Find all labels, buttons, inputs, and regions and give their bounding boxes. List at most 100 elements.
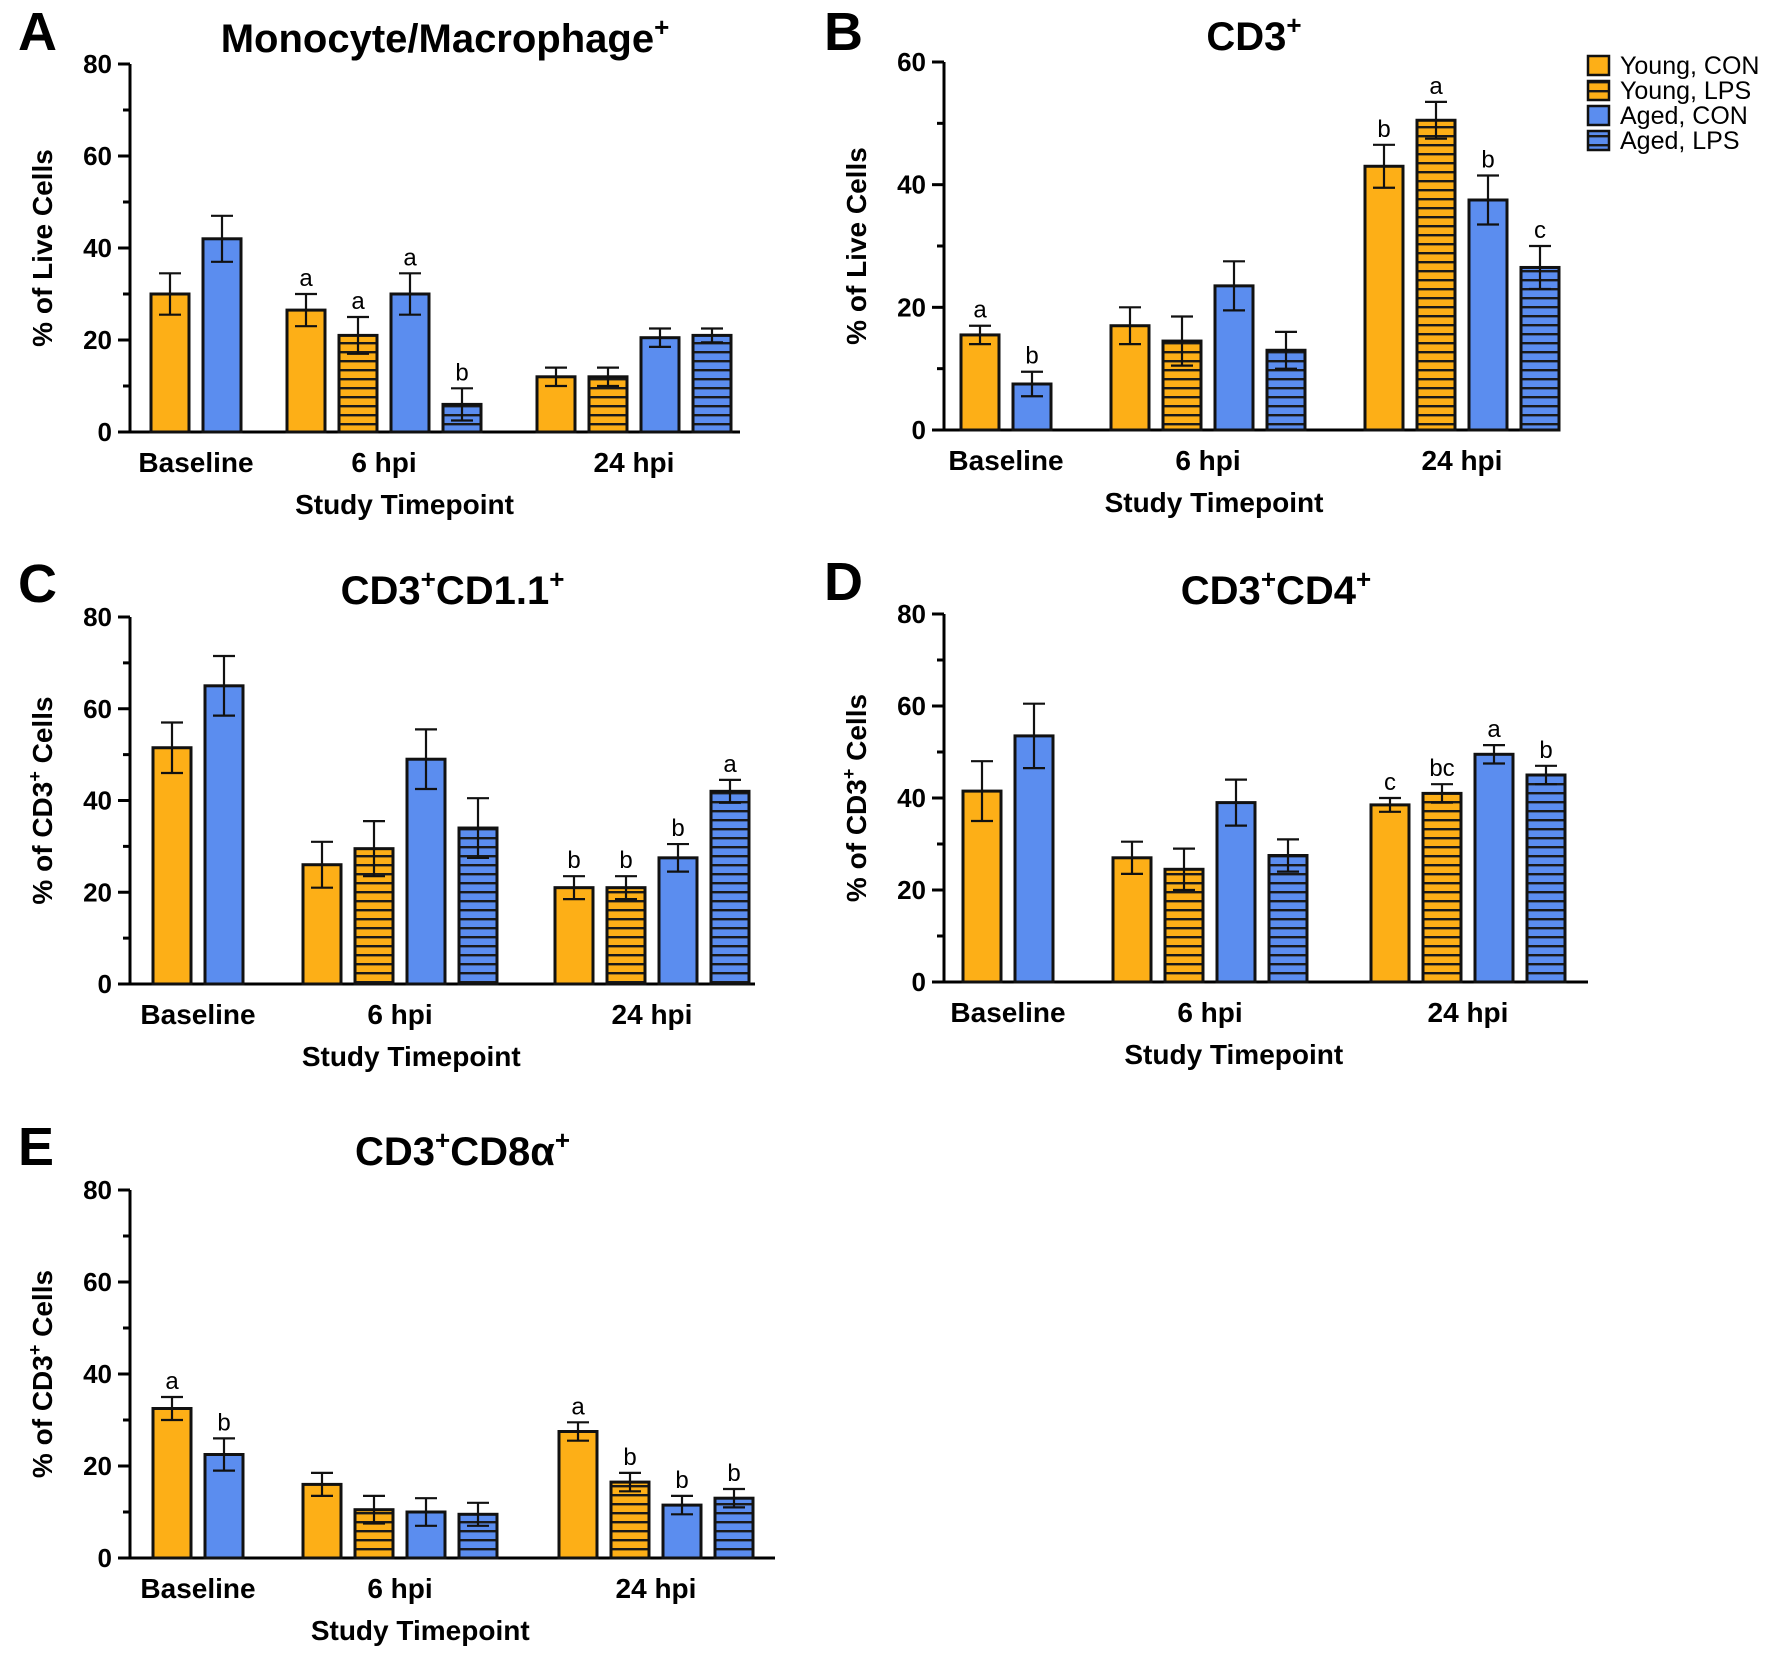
y-tick-label: 60 xyxy=(897,47,926,77)
y-tick-label: 40 xyxy=(897,170,926,200)
x-axis-label: Study Timepoint xyxy=(302,1041,521,1072)
legend-item-young-con: Young, CON xyxy=(1586,52,1759,80)
significance-letter: c xyxy=(1384,769,1396,796)
y-tick-label: 40 xyxy=(83,233,112,263)
significance-letter: b xyxy=(1377,116,1390,143)
significance-letter: b xyxy=(1025,343,1038,370)
significance-letter: b xyxy=(1539,737,1552,764)
y-tick-label: 80 xyxy=(83,602,112,632)
y-tick-label: 0 xyxy=(912,415,926,445)
y-tick-label: 0 xyxy=(98,417,112,447)
y-tick-label: 40 xyxy=(83,1359,112,1389)
legend-label: Aged, LPS xyxy=(1620,127,1740,155)
significance-letter: b xyxy=(455,359,468,386)
x-category-label-6-hpi: 6 hpi xyxy=(367,1573,432,1604)
panel-letter: E xyxy=(18,1117,54,1177)
panel-b: B CD3+ 0 20 40 60 % of Live Cells Study Timepoi… xyxy=(824,2,1561,518)
x-category-label-6-hpi: 6 hpi xyxy=(351,447,416,478)
legend-label: Young, LPS xyxy=(1620,77,1751,105)
significance-letter: a xyxy=(973,297,987,324)
panel-letter: D xyxy=(824,552,863,612)
bar-aged-lps-24-hpi xyxy=(691,333,733,434)
x-category-label-24-hpi: 24 hpi xyxy=(594,447,675,478)
x-category-label-baseline: Baseline xyxy=(950,997,1065,1028)
y-tick-label: 80 xyxy=(83,1175,112,1205)
significance-letter: a xyxy=(723,751,737,778)
panel-letter: C xyxy=(18,554,57,614)
y-tick-label: 0 xyxy=(98,1543,112,1573)
significance-letter: a xyxy=(351,288,365,315)
y-axis-label: % of Live Cells xyxy=(27,149,58,347)
significance-letter: b xyxy=(671,815,684,842)
significance-letter: a xyxy=(1429,73,1443,100)
y-tick-label: 60 xyxy=(897,691,926,721)
bar-young-lps-24-hpi xyxy=(1415,118,1457,432)
significance-letter: b xyxy=(1481,146,1494,173)
x-axis-label: Study Timepoint xyxy=(1124,1039,1343,1070)
y-tick-label: 60 xyxy=(83,141,112,171)
significance-letter: b xyxy=(217,1409,230,1436)
bar-aged-lps-24-hpi xyxy=(713,1496,755,1560)
x-category-label-6-hpi: 6 hpi xyxy=(367,999,432,1030)
y-tick-label: 20 xyxy=(83,325,112,355)
panel-d: D CD3+CD4+ 0 20 40 60 80 % of CD3+ Cells Study T… xyxy=(824,552,1588,1070)
x-category-label-baseline: Baseline xyxy=(948,445,1063,476)
bar-aged-lps-24-hpi xyxy=(1525,773,1567,984)
bar-young-lps-24-hpi xyxy=(1421,791,1463,984)
y-axis-label: % of Live Cells xyxy=(841,147,872,345)
x-category-label-24-hpi: 24 hpi xyxy=(1428,997,1509,1028)
bar-aged-con-6-hpi xyxy=(389,292,431,434)
bar-aged-con-6-hpi xyxy=(405,757,447,986)
bar-aged-lps-24-hpi xyxy=(709,789,751,986)
y-tick-label: 0 xyxy=(912,967,926,997)
bar-young-con-24-hpi xyxy=(553,886,595,986)
legend-label: Young, CON xyxy=(1620,52,1759,80)
significance-letter: a xyxy=(165,1368,179,1395)
bar-young-con-baseline xyxy=(961,789,1003,984)
significance-letter: a xyxy=(299,265,313,292)
bar-aged-con-24-hpi xyxy=(1467,198,1509,432)
legend-item-young-lps: Young, LPS xyxy=(1586,77,1751,105)
bar-young-con-baseline xyxy=(959,333,1001,432)
significance-letter: c xyxy=(1534,217,1546,244)
significance-letter: b xyxy=(567,847,580,874)
bar-aged-con-24-hpi xyxy=(639,336,681,434)
panel-letter: B xyxy=(824,2,863,62)
significance-letter: a xyxy=(403,244,417,271)
y-tick-label: 80 xyxy=(83,49,112,79)
bar-aged-con-baseline xyxy=(201,237,243,434)
bar-aged-con-24-hpi xyxy=(657,856,699,986)
significance-letter: bc xyxy=(1429,755,1454,782)
bar-aged-lps-6-hpi xyxy=(457,826,499,986)
bar-aged-con-24-hpi xyxy=(1473,752,1515,984)
chart-title: CD3+ xyxy=(1206,10,1301,59)
x-category-label-24-hpi: 24 hpi xyxy=(1422,445,1503,476)
chart-title: Monocyte/Macrophage+ xyxy=(221,12,670,61)
y-tick-label: 60 xyxy=(83,1267,112,1297)
bar-aged-lps-24-hpi xyxy=(1519,265,1561,432)
x-axis-label: Study Timepoint xyxy=(295,489,514,520)
bar-young-con-baseline xyxy=(151,746,193,986)
significance-letter: a xyxy=(571,1393,585,1420)
significance-letter: b xyxy=(619,847,632,874)
y-tick-label: 0 xyxy=(98,969,112,999)
bar-young-con-6-hpi xyxy=(285,308,327,434)
legend-item-aged-lps: Aged, LPS xyxy=(1586,127,1740,155)
legend-swatch xyxy=(1586,104,1611,127)
bar-aged-con-baseline xyxy=(1013,734,1055,984)
bar-young-lps-24-hpi xyxy=(605,886,647,986)
legend-label: Aged, CON xyxy=(1620,102,1748,130)
x-category-label-6-hpi: 6 hpi xyxy=(1177,997,1242,1028)
chart-title: CD3+CD4+ xyxy=(1181,564,1371,613)
x-category-label-6-hpi: 6 hpi xyxy=(1175,445,1240,476)
bar-young-con-baseline xyxy=(151,1407,193,1560)
bar-young-con-6-hpi xyxy=(1111,856,1153,984)
bar-aged-con-24-hpi xyxy=(661,1503,703,1560)
x-axis-label: Study Timepoint xyxy=(311,1615,530,1646)
y-tick-label: 60 xyxy=(83,694,112,724)
bar-aged-lps-6-hpi xyxy=(1267,854,1309,984)
chart-title: CD3+CD1.1+ xyxy=(341,564,565,613)
y-axis-label: % of CD3+ Cells xyxy=(839,694,872,902)
